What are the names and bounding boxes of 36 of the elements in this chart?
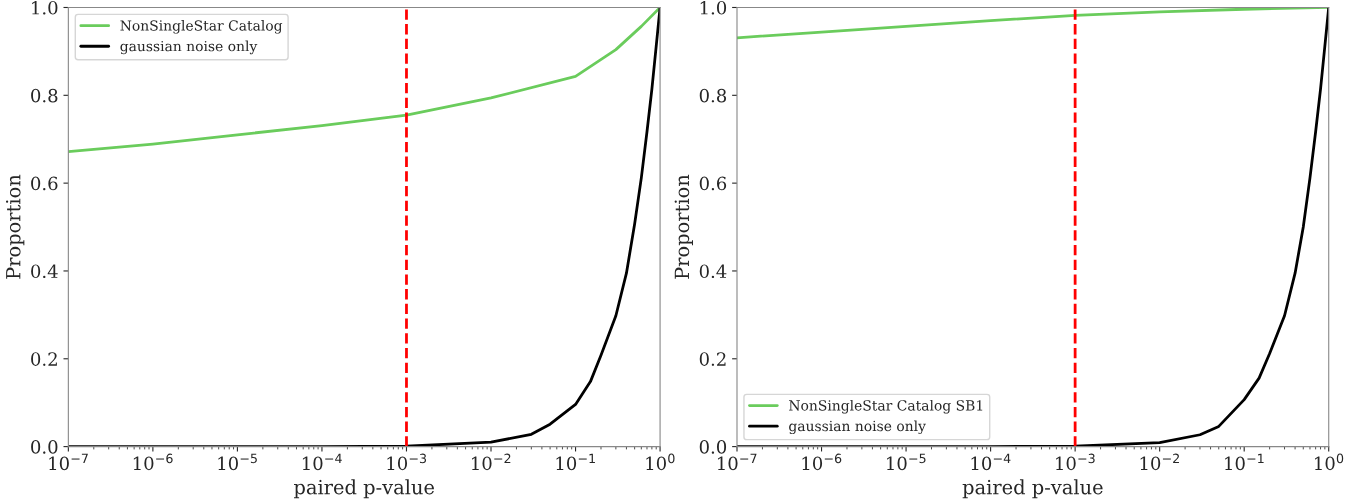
x-tick-label: 10$^{−2}$: [1140, 453, 1179, 471]
y-tick-label: 0.8: [31, 88, 58, 103]
legend-label: NonSingleStar Catalog SB1: [789, 399, 983, 414]
legend-label: gaussian noise only: [120, 40, 258, 55]
y-tick-label: 0.0: [699, 440, 727, 454]
y-tick-label: 1.0: [700, 0, 727, 15]
x-tick-label: 10$^{−7}$: [49, 453, 88, 471]
x-tick-label: 10$^{0}$: [1315, 453, 1344, 471]
y-tick-label: 0.0: [31, 440, 58, 454]
x-tick-label: 10$^{−6}$: [802, 453, 842, 471]
x-tick-label: 10$^{−4}$: [971, 453, 1011, 471]
x-tick-label: 10$^{−1}$: [556, 453, 595, 471]
y-tick-label: 0.8: [699, 88, 727, 103]
y-axis-title: Proportion: [6, 174, 25, 279]
y-tick-label: 0.4: [31, 264, 58, 279]
x-tick-label: 10$^{−6}$: [133, 453, 173, 471]
x-tick-label: 10$^{−3}$: [387, 453, 427, 471]
x-tick-label: 10$^{0}$: [646, 453, 675, 471]
x-tick-label: 10$^{−7}$: [717, 453, 757, 471]
y-tick-label: 0.6: [699, 176, 727, 191]
x-tick-label: 10$^{−3}$: [1056, 453, 1095, 471]
legend-label: NonSingleStar Catalog: [120, 19, 283, 34]
x-tick-label: 10$^{−4}$: [302, 453, 342, 471]
x-tick-label: 10$^{−5}$: [218, 453, 257, 471]
y-tick-label: 1.0: [32, 0, 58, 15]
x-tick-label: 10$^{−2}$: [472, 453, 511, 471]
y-tick-label: 0.2: [699, 352, 726, 366]
y-tick-label: 0.2: [31, 352, 57, 366]
x-axis-title: paired p-value: [962, 479, 1103, 499]
x-tick-label: 10$^{−5}$: [887, 453, 926, 471]
x-tick-label: 10$^{−1}$: [1225, 453, 1264, 471]
y-axis-title: Proportion: [674, 174, 694, 279]
y-tick-label: 0.6: [31, 176, 58, 191]
legend-label: gaussian noise only: [789, 420, 926, 435]
x-axis-title: paired p-value: [294, 479, 435, 499]
y-tick-label: 0.4: [699, 264, 727, 279]
